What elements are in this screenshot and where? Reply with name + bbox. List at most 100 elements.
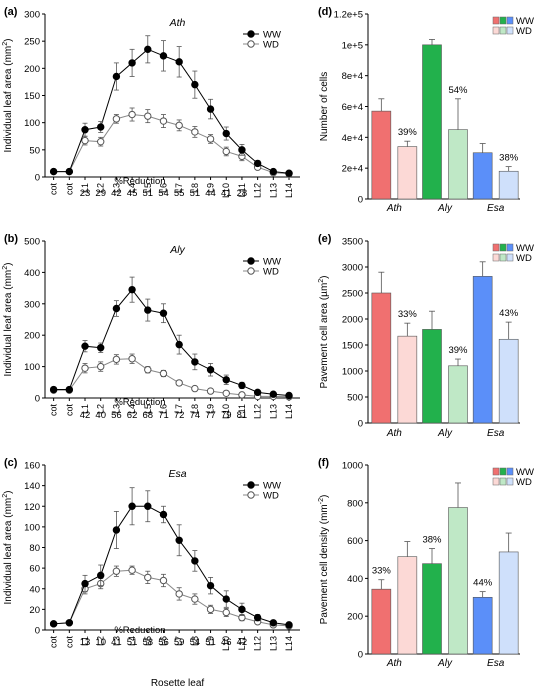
bar-wd	[448, 129, 468, 200]
data-point-wd	[191, 595, 199, 603]
reduction-value: 58	[142, 637, 153, 648]
legend-marker	[247, 30, 255, 38]
x-tick-label: L5	[143, 636, 153, 646]
data-point-ww	[238, 381, 246, 390]
x-tick-label: L7	[174, 404, 184, 414]
data-point-ww	[238, 605, 246, 614]
data-point-ww	[65, 385, 74, 394]
y-tick-label: 100	[24, 522, 40, 533]
x-tick-label: L14	[284, 183, 294, 198]
legend-label: WW	[263, 30, 281, 41]
data-point-wd	[128, 110, 136, 119]
reduction-label: 39%	[398, 127, 418, 138]
reduction-value: 71	[158, 410, 169, 421]
data-point-wd	[206, 605, 215, 614]
data-point-ww	[206, 105, 215, 113]
data-point-wd	[112, 355, 121, 364]
y-tick-label: 800	[347, 498, 363, 509]
data-point-wd	[81, 364, 89, 372]
x-tick-label: L14	[284, 404, 294, 419]
panel-label: (c)	[4, 457, 18, 469]
data-point-wd	[191, 384, 199, 393]
data-point-wd	[238, 391, 246, 399]
category-label: Esa	[487, 658, 505, 669]
x-tick-label: L1	[80, 183, 90, 193]
y-tick-label: 4e+4	[342, 133, 363, 144]
reduction-value: 59	[174, 637, 185, 648]
series-line-wd	[53, 114, 290, 175]
data-point-ww	[238, 146, 246, 154]
reduction-title: %Reduction	[114, 625, 165, 636]
legend-label: WD	[263, 267, 279, 278]
reduction-value: 77	[205, 410, 216, 421]
x-tick-label: L5	[143, 404, 153, 414]
reduction-value: 42	[237, 637, 248, 648]
category-label: Aly	[437, 428, 453, 439]
y-tick-label: 1000	[342, 367, 363, 378]
data-point-ww	[269, 619, 278, 627]
x-tick-label: cot	[49, 183, 59, 196]
bar-ww	[422, 563, 442, 655]
legend-label: WD	[263, 491, 279, 502]
y-tick-label: 2500	[342, 289, 363, 300]
reduction-value: 56	[158, 637, 169, 648]
legend-swatch	[506, 243, 514, 252]
data-point-ww	[175, 58, 183, 66]
data-point-ww	[81, 342, 89, 350]
legend-swatch	[506, 16, 514, 25]
x-tick-label: L1	[80, 636, 90, 646]
y-tick-label: 6e+4	[342, 102, 363, 113]
legend-marker	[247, 481, 255, 489]
legend-swatch	[499, 26, 507, 35]
reduction-value: 23	[80, 188, 91, 199]
x-tick-label: L12	[253, 636, 263, 651]
y-tick-label: 20	[29, 605, 40, 616]
reduction-value: 13	[80, 637, 91, 648]
data-point-ww	[128, 285, 136, 294]
data-point-wd	[144, 573, 152, 582]
line-panel-esa: (c) 0 20 40 60 80 100 120 140 160 cot cot L1 L2 L3 L4 L5…	[4, 457, 300, 689]
x-tick-label: L3	[111, 404, 121, 414]
y-tick-label: 140	[24, 481, 40, 492]
data-point-ww	[285, 621, 293, 629]
legend-swatch	[506, 477, 514, 486]
data-point-ww	[191, 358, 199, 366]
x-tick-label: L6	[158, 183, 168, 193]
legend-swatch	[499, 16, 507, 25]
bar-wd	[397, 556, 418, 655]
x-tick-label: cot	[64, 636, 74, 649]
reduction-label: 38%	[422, 535, 442, 546]
data-point-ww	[49, 385, 58, 394]
data-point-ww	[253, 159, 262, 168]
reduction-value: 10	[95, 637, 106, 648]
x-tick-label: L9	[206, 404, 216, 414]
x-tick-label: L14	[284, 636, 294, 651]
y-tick-label: 150	[24, 91, 40, 102]
y-axis-title: Number of cells	[319, 72, 330, 141]
legend-swatch	[499, 467, 507, 476]
data-point-wd	[144, 112, 152, 120]
bar-wd	[448, 507, 468, 655]
legend-marker	[247, 267, 255, 275]
reduction-value: 29	[95, 188, 106, 199]
data-point-wd	[112, 115, 121, 123]
reduction-value: 42	[80, 410, 91, 421]
data-point-ww	[112, 526, 121, 534]
reduction-label: 38%	[499, 153, 519, 164]
x-tick-label: cot	[49, 404, 59, 417]
x-tick-label: cot	[64, 183, 74, 196]
bar-wd	[498, 338, 519, 424]
y-tick-label: 8e+4	[342, 71, 363, 82]
species-title: Esa	[168, 468, 186, 480]
reduction-label: 33%	[372, 566, 392, 577]
data-point-wd	[112, 567, 121, 575]
data-point-wd	[175, 590, 183, 598]
reduction-label: 43%	[499, 308, 519, 319]
data-point-ww	[128, 59, 136, 67]
data-point-ww	[191, 557, 199, 565]
reduction-value: 81	[237, 410, 248, 421]
data-point-ww	[206, 366, 215, 374]
bar-ww	[422, 329, 442, 424]
reduction-value: 62	[127, 410, 138, 421]
